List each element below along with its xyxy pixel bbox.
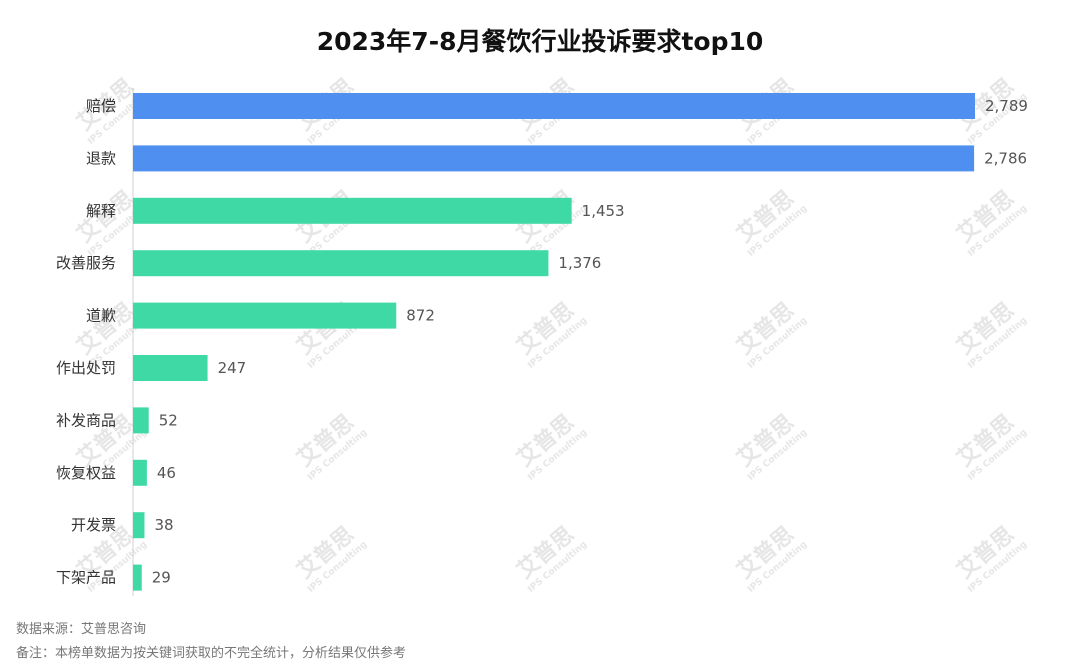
category-label: 退款 <box>86 149 116 167</box>
bar-2 <box>133 145 975 172</box>
chart-title: 2023年7-8月餐饮行业投诉要求top10 <box>316 27 764 56</box>
disclaimer-note: 备注：本榜单数据为按关键词获取的不完全统计，分析结果仅供参考 <box>16 646 407 661</box>
value-label: 872 <box>406 307 435 325</box>
category-label: 补发商品 <box>56 411 116 429</box>
bars-group: 赔偿 2,789 退款 2,786 解释 1,453 改善服务 1,376 道歉 872 作出处罚 2… <box>56 93 1028 591</box>
value-label: 2,789 <box>985 97 1028 115</box>
value-label: 29 <box>152 569 171 587</box>
value-label: 38 <box>154 516 173 534</box>
bar-4 <box>133 250 549 277</box>
category-label: 恢复权益 <box>56 464 116 482</box>
value-label: 1,453 <box>582 202 625 220</box>
category-label: 解释 <box>86 202 116 220</box>
bar-9 <box>133 512 145 539</box>
category-label: 开发票 <box>71 516 116 534</box>
bar-5 <box>133 302 397 329</box>
category-label: 下架产品 <box>56 569 116 587</box>
value-label: 46 <box>157 464 176 482</box>
source-note: 数据来源：艾普思咨询 <box>16 622 147 637</box>
bar-6 <box>133 355 208 381</box>
bar-8 <box>133 459 147 486</box>
category-label: 改善服务 <box>56 254 116 272</box>
value-label: 52 <box>159 411 178 429</box>
category-label: 作出处罚 <box>56 359 116 377</box>
value-label: 2,786 <box>984 149 1027 167</box>
bar-7 <box>133 407 149 434</box>
bar-3 <box>133 197 572 224</box>
bar-10 <box>133 564 142 591</box>
bar-1 <box>133 93 975 119</box>
category-label: 道歉 <box>86 307 116 325</box>
value-label: 247 <box>218 359 247 377</box>
category-label: 赔偿 <box>86 97 116 115</box>
value-label: 1,376 <box>558 254 601 272</box>
